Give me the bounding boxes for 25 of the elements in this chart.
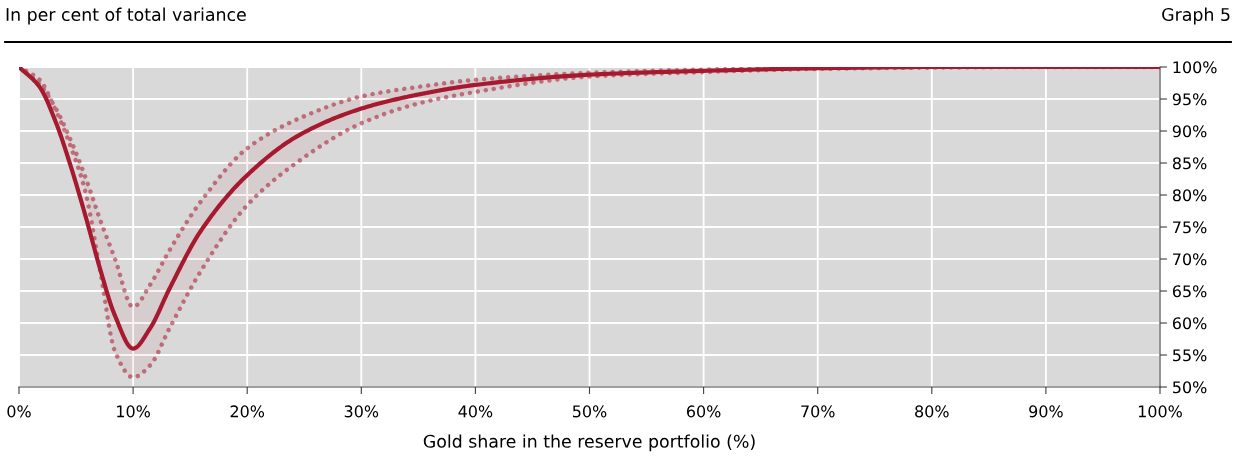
x-tick-label: 10% [117, 405, 150, 418]
y-tick-label: 100% [1173, 61, 1217, 74]
x-tick-label: 90% [1029, 405, 1063, 418]
x-tick-label: 20% [230, 405, 265, 418]
x-tick-label: 100% [1138, 405, 1182, 418]
caption: Graph 5 [1162, 7, 1230, 25]
y-tick-label: 50% [1173, 381, 1207, 394]
x-axis-title: Gold share in the reserve portfolio (%) [423, 434, 755, 452]
x-tick-label: 60% [686, 405, 721, 418]
x-tick-label: 40% [458, 405, 493, 418]
y-tick-label: 75% [1173, 221, 1207, 234]
y-tick-label: 70% [1173, 253, 1207, 266]
x-tick-label: 30% [344, 405, 379, 418]
x-tick-label: 50% [572, 405, 607, 418]
x-tick-label: 70% [801, 405, 835, 418]
x-tick-label: 80% [915, 405, 949, 418]
y-tick-label: 80% [1172, 189, 1207, 202]
y-tick-label: 65% [1172, 285, 1207, 298]
y-tick-label: 55% [1173, 349, 1207, 362]
y-tick-label: 95% [1172, 93, 1207, 106]
y-tick-label: 85% [1172, 157, 1207, 170]
y-tick-label: 60% [1172, 317, 1207, 330]
y-tick-label: 90% [1172, 125, 1207, 138]
chart-title: In per cent of total variance [6, 7, 246, 25]
x-tick-label: 0% [7, 405, 31, 418]
